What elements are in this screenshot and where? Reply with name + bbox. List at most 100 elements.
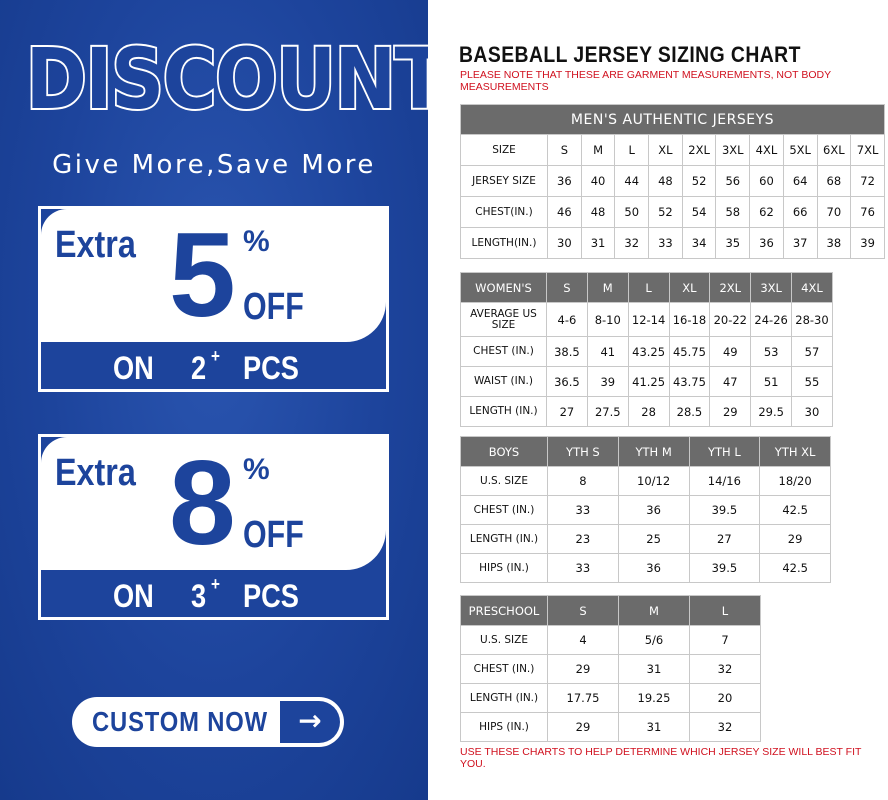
- table-cell: 18/20: [759, 466, 831, 496]
- table-row: U.S. SIZE 8 10/12 14/16 18/20: [460, 466, 831, 496]
- row-label: CHEST (IN.): [460, 495, 548, 525]
- table-row: CHEST (IN.) 33 36 39.5 42.5: [460, 495, 831, 525]
- table-row: CHEST (IN.) 29 31 32: [460, 654, 761, 684]
- row-label: HIPS (IN.): [460, 712, 548, 742]
- header-size: YTH M: [617, 436, 690, 467]
- table-cell: 35: [715, 227, 751, 259]
- header-size: S: [547, 595, 619, 626]
- table-row: AVERAGE US SIZE 4-6 8-10 12-14 16-18 20-22 24-…: [460, 302, 833, 337]
- table-cell: 51: [750, 366, 793, 397]
- table-cell: 19.25: [618, 683, 690, 713]
- header-size: 2XL: [681, 134, 717, 166]
- table-cell: 45.75: [668, 336, 711, 367]
- table-cell: 28-30: [791, 302, 833, 337]
- row-label: U.S. SIZE: [460, 625, 548, 655]
- table-cell: 32: [689, 712, 761, 742]
- header-label: PRESCHOOL: [460, 595, 548, 626]
- table-cell: 7: [689, 625, 761, 655]
- table-row: HIPS (IN.) 33 36 39.5 42.5: [460, 553, 831, 583]
- table-cell: 27: [688, 524, 761, 554]
- table-cell: 54: [681, 196, 717, 228]
- table-cell: 32: [614, 227, 650, 259]
- table-cell: 48: [580, 196, 616, 228]
- table-cell: 33: [547, 553, 619, 583]
- table-header-row: BOYS YTH S YTH M YTH L YTH XL: [460, 436, 831, 467]
- table-row: HIPS (IN.) 29 31 32: [460, 712, 761, 742]
- header-size: XL: [668, 272, 711, 303]
- offer-off: OFF: [243, 286, 304, 328]
- offer-plus: +: [211, 346, 220, 366]
- table-cell: 23: [547, 524, 619, 554]
- table-cell: 37: [782, 227, 818, 259]
- header-size: 6XL: [816, 134, 852, 166]
- header-size: M: [618, 595, 690, 626]
- table-cell: 10/12: [617, 466, 690, 496]
- table-cell: 44: [614, 165, 650, 197]
- offer-percent: %: [243, 225, 270, 258]
- offer-on: ON: [113, 578, 154, 614]
- table-cell: 30: [791, 396, 833, 427]
- header-size: L: [614, 134, 650, 166]
- table-cell: 33: [547, 495, 619, 525]
- table-cell: 43.75: [668, 366, 711, 397]
- table-cell: 52: [681, 165, 717, 197]
- table-cell: 38.5: [546, 336, 588, 367]
- header-label: WOMEN'S: [460, 272, 547, 303]
- table-cell: 24-26: [750, 302, 793, 337]
- custom-now-button[interactable]: CUSTOM NOW →: [72, 697, 344, 747]
- row-label: LENGTH (IN.): [460, 524, 548, 554]
- chart-title: BASEBALL JERSEY SIZING CHART: [459, 42, 801, 67]
- row-label: LENGTH (IN.): [460, 396, 547, 427]
- discount-headline: DISCOUNT: [24, 28, 447, 130]
- table-cell: 31: [618, 654, 690, 684]
- table-cell: 53: [750, 336, 793, 367]
- table-cell: 32: [689, 654, 761, 684]
- table-cell: 41.25: [627, 366, 670, 397]
- header-label: BOYS: [460, 436, 548, 467]
- header-size: 5XL: [782, 134, 818, 166]
- table-cell: 36: [547, 165, 582, 197]
- offer-pcs: PCS: [243, 578, 299, 614]
- table-cell: 20-22: [709, 302, 752, 337]
- table-cell: 17.75: [547, 683, 619, 713]
- header-label: SIZE: [460, 134, 548, 166]
- table-row: LENGTH(IN.) 30 31 32 33 34 35 36 37 38 39: [460, 227, 885, 259]
- table-cell: 25: [617, 524, 690, 554]
- table-cell: 39.5: [688, 553, 761, 583]
- table-cell: 20: [689, 683, 761, 713]
- table-cell: 33: [648, 227, 683, 259]
- table-cell: 64: [782, 165, 818, 197]
- table-cell: 38: [816, 227, 852, 259]
- custom-now-label: CUSTOM NOW: [92, 706, 268, 737]
- table-cell: 27: [546, 396, 588, 427]
- offer-on: ON: [113, 350, 154, 386]
- table-row: WAIST (IN.) 36.5 39 41.25 43.75 47 51 55: [460, 366, 833, 397]
- table-cell: 29.5: [750, 396, 793, 427]
- header-size: L: [627, 272, 670, 303]
- table-cell: 36.5: [546, 366, 588, 397]
- offer-pcs: PCS: [243, 350, 299, 386]
- table-cell: 72: [850, 165, 885, 197]
- table-cell: 29: [709, 396, 752, 427]
- table-cell: 41: [586, 336, 629, 367]
- boys-table: BOYS YTH S YTH M YTH L YTH XL U.S. SIZE 8 10/12…: [460, 436, 831, 583]
- offer-qty: 2: [191, 350, 207, 386]
- womens-table: WOMEN'S S M L XL 2XL 3XL 4XL AVERAGE US SIZE 4-6 8…: [460, 272, 833, 427]
- table-cell: 49: [709, 336, 752, 367]
- table-cell: 47: [709, 366, 752, 397]
- header-size: L: [689, 595, 761, 626]
- header-size: XL: [648, 134, 683, 166]
- offer-percent: %: [243, 453, 270, 486]
- table-cell: 55: [791, 366, 833, 397]
- table-cell: 30: [547, 227, 582, 259]
- table-row: LENGTH (IN.) 17.75 19.25 20: [460, 683, 761, 713]
- table-cell: 8-10: [586, 302, 629, 337]
- table-cell: 29: [547, 654, 619, 684]
- table-cell: 5/6: [618, 625, 690, 655]
- table-row: U.S. SIZE 4 5/6 7: [460, 625, 761, 655]
- arrow-right-icon: →: [280, 701, 340, 743]
- offer-quantity-band: ON 3 + PCS: [41, 574, 386, 618]
- row-label: WAIST (IN.): [460, 366, 547, 397]
- header-size: 3XL: [715, 134, 751, 166]
- table-cell: 29: [547, 712, 619, 742]
